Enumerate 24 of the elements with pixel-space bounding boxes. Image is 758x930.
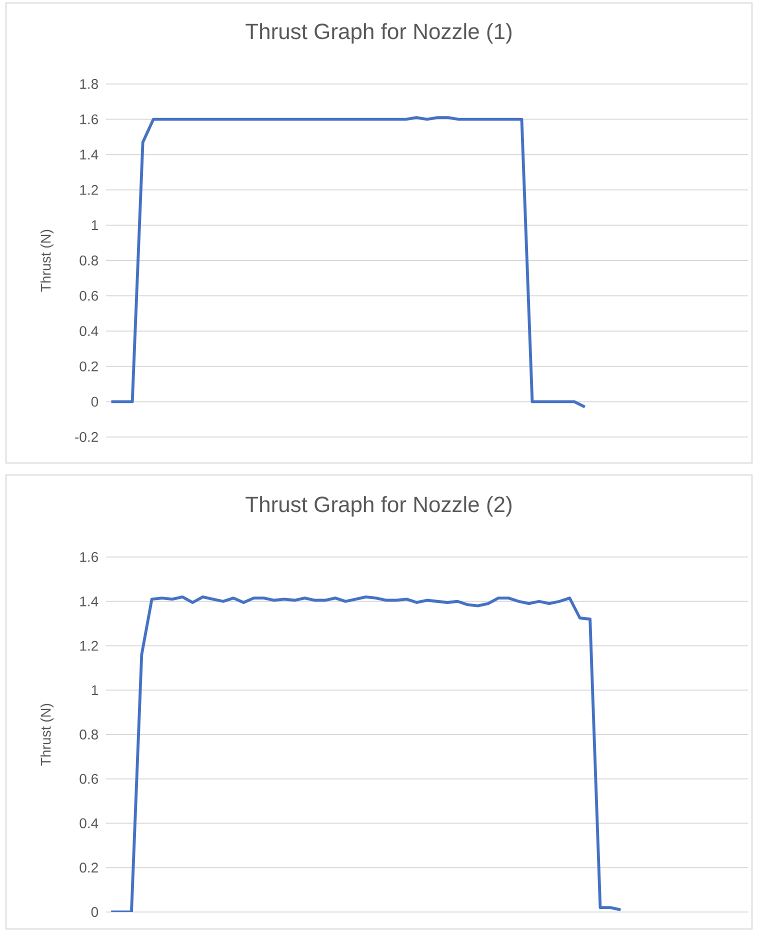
y-axis-title: Thrust (N) bbox=[40, 230, 54, 292]
y-tick-label: 1.6 bbox=[80, 114, 98, 124]
y-tick-label: 0.4 bbox=[80, 326, 98, 336]
y-tick-label: 0.4 bbox=[80, 818, 98, 828]
y-tick-label: 1.8 bbox=[80, 79, 98, 89]
y-tick-label: 1 bbox=[92, 685, 98, 695]
y-tick-label: 0.8 bbox=[80, 730, 98, 740]
y-tick-label: 0.6 bbox=[80, 774, 98, 784]
y-tick-label: 1.6 bbox=[80, 552, 98, 562]
y-axis-title: Thrust (N) bbox=[40, 704, 54, 766]
y-tick-label: 0 bbox=[91, 396, 98, 407]
y-tick-label: 0.6 bbox=[80, 290, 98, 301]
y-tick-label: 0.2 bbox=[80, 361, 98, 372]
y-tick-label: 1.2 bbox=[80, 640, 98, 651]
y-tick-label: 1.4 bbox=[80, 596, 98, 606]
chart-title: Thrust Graph for Nozzle (2) bbox=[246, 496, 512, 517]
y-tick-label: 1.2 bbox=[80, 185, 98, 195]
y-tick-label: 1.4 bbox=[80, 150, 98, 160]
y-tick-label: 0 bbox=[91, 907, 98, 917]
y-tick-label: 0.8 bbox=[80, 256, 98, 266]
y-tick-label: 1 bbox=[92, 220, 98, 230]
chart-title: Thrust Graph for Nozzle (1) bbox=[246, 23, 512, 44]
y-tick-label: 0.2 bbox=[80, 862, 98, 873]
y-tick-label: -0.2 bbox=[75, 432, 98, 442]
